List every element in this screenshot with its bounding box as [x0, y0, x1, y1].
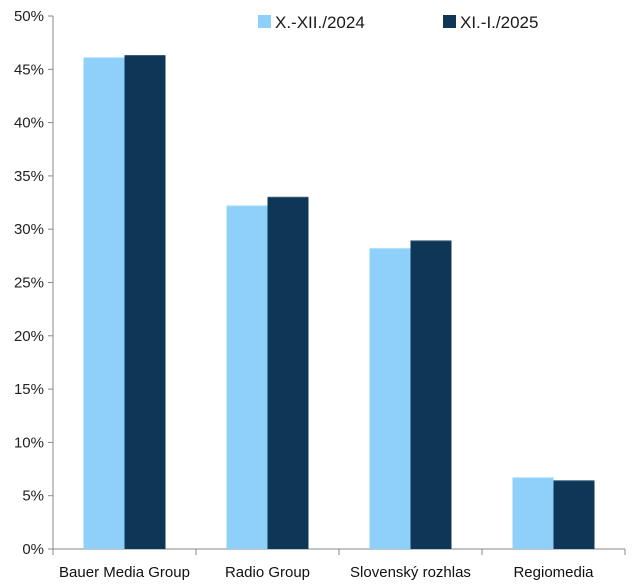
x-category-label: Slovenský rozhlas	[350, 564, 471, 581]
y-tick-label: 35%	[14, 168, 44, 185]
y-tick-label: 0%	[22, 541, 44, 558]
legend-label: XI.-I./2025	[460, 13, 538, 32]
y-tick-label: 20%	[14, 328, 44, 345]
bar-series1	[369, 248, 411, 549]
bar-series2	[553, 480, 595, 549]
legend: X.-XII./2024 XI.-I./2025	[258, 13, 538, 32]
y-tick-label: 30%	[14, 221, 44, 238]
y-tick-label: 40%	[14, 115, 44, 132]
x-category-label: Bauer Media Group	[59, 564, 190, 581]
y-tick-label: 5%	[22, 488, 44, 505]
legend-label: X.-XII./2024	[275, 13, 365, 32]
legend-swatch	[443, 15, 456, 28]
bar-series2	[124, 55, 166, 549]
bar-series2	[410, 240, 452, 549]
legend-swatch	[258, 15, 271, 28]
y-axis: 0% 5% 10% 15% 20% 25% 30% 35% 40% 45% 50%	[14, 8, 54, 558]
y-tick-label: 50%	[14, 8, 44, 25]
y-tick-label: 10%	[14, 434, 44, 451]
x-category-label: Radio Group	[225, 564, 310, 581]
bar-series1	[83, 57, 125, 549]
y-tick-label: 45%	[14, 61, 44, 78]
bars	[83, 54, 595, 550]
x-axis: Bauer Media Group Radio Group Slovenský ro…	[52, 548, 626, 581]
bar-series1	[226, 205, 268, 550]
y-tick-label: 15%	[14, 381, 44, 398]
y-tick-label: 25%	[14, 275, 44, 292]
bar-series1	[512, 477, 554, 549]
x-category-label: Regiomedia	[513, 564, 594, 581]
bar-series2	[267, 197, 309, 549]
